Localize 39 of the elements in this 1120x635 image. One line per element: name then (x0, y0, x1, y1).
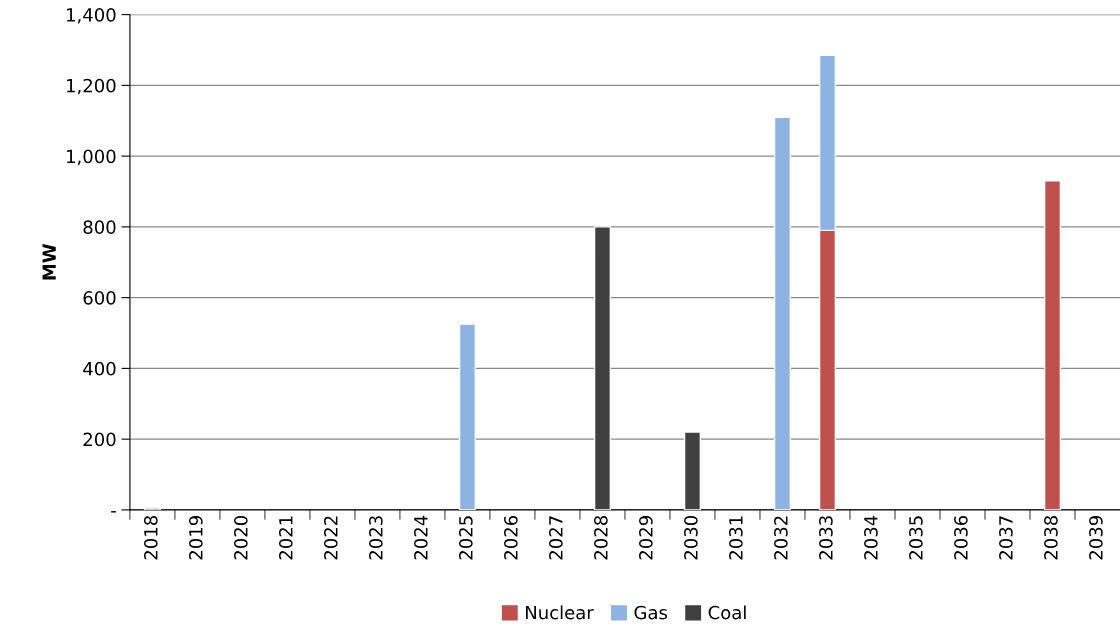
legend-label: Gas (634, 605, 668, 620)
x-tick-label: 2024 (414, 515, 428, 560)
x-tick-label: 2023 (369, 516, 383, 560)
x-tick-label: 2028 (594, 516, 608, 560)
x-tick-label: 2022 (324, 516, 338, 560)
x-tick-label: 2018 (144, 516, 158, 560)
x-tick-label: 2031 (729, 516, 743, 560)
y-tick-label: 1,400 (67, 8, 116, 24)
x-tick-label: 2025 (459, 516, 473, 560)
x-tick-label: 2027 (549, 516, 563, 560)
y-tick-label: 800 (83, 220, 116, 234)
x-tick-label: 2030 (684, 515, 698, 560)
x-tick-label: 2038 (1044, 516, 1058, 560)
x-tick-label: 2032 (774, 516, 788, 560)
y-tick-label: 1,200 (67, 78, 116, 95)
y-tick-label: 200 (83, 432, 116, 447)
bar (593, 226, 612, 510)
y-tick-label: 1,000 (67, 149, 116, 166)
x-tick-label: 2020 (234, 515, 248, 560)
x-tick-label: 2037 (999, 516, 1013, 560)
bar (1043, 180, 1062, 510)
legend-label: Coal (708, 605, 746, 620)
y-axis-title: MW (42, 243, 56, 280)
bar (458, 323, 477, 510)
x-tick-label: 2033 (819, 516, 833, 560)
x-tick-label: 2036 (954, 515, 968, 560)
x-tick-label: 2021 (279, 516, 293, 560)
x-tick-label: 2026 (504, 515, 518, 560)
y-tick-label: 400 (83, 361, 116, 376)
y-tick-label: - (111, 511, 116, 513)
x-tick-label: 2019 (189, 516, 203, 560)
x-tick-label: 2034 (864, 515, 878, 560)
x-tick-label: 2035 (909, 516, 923, 560)
bar (683, 431, 702, 510)
x-tick-label: 2029 (639, 516, 653, 560)
legend-label: Nuclear (526, 605, 594, 620)
bar (773, 116, 792, 510)
y-tick-label: 600 (83, 291, 116, 305)
x-tick-label: 2039 (1089, 516, 1103, 560)
